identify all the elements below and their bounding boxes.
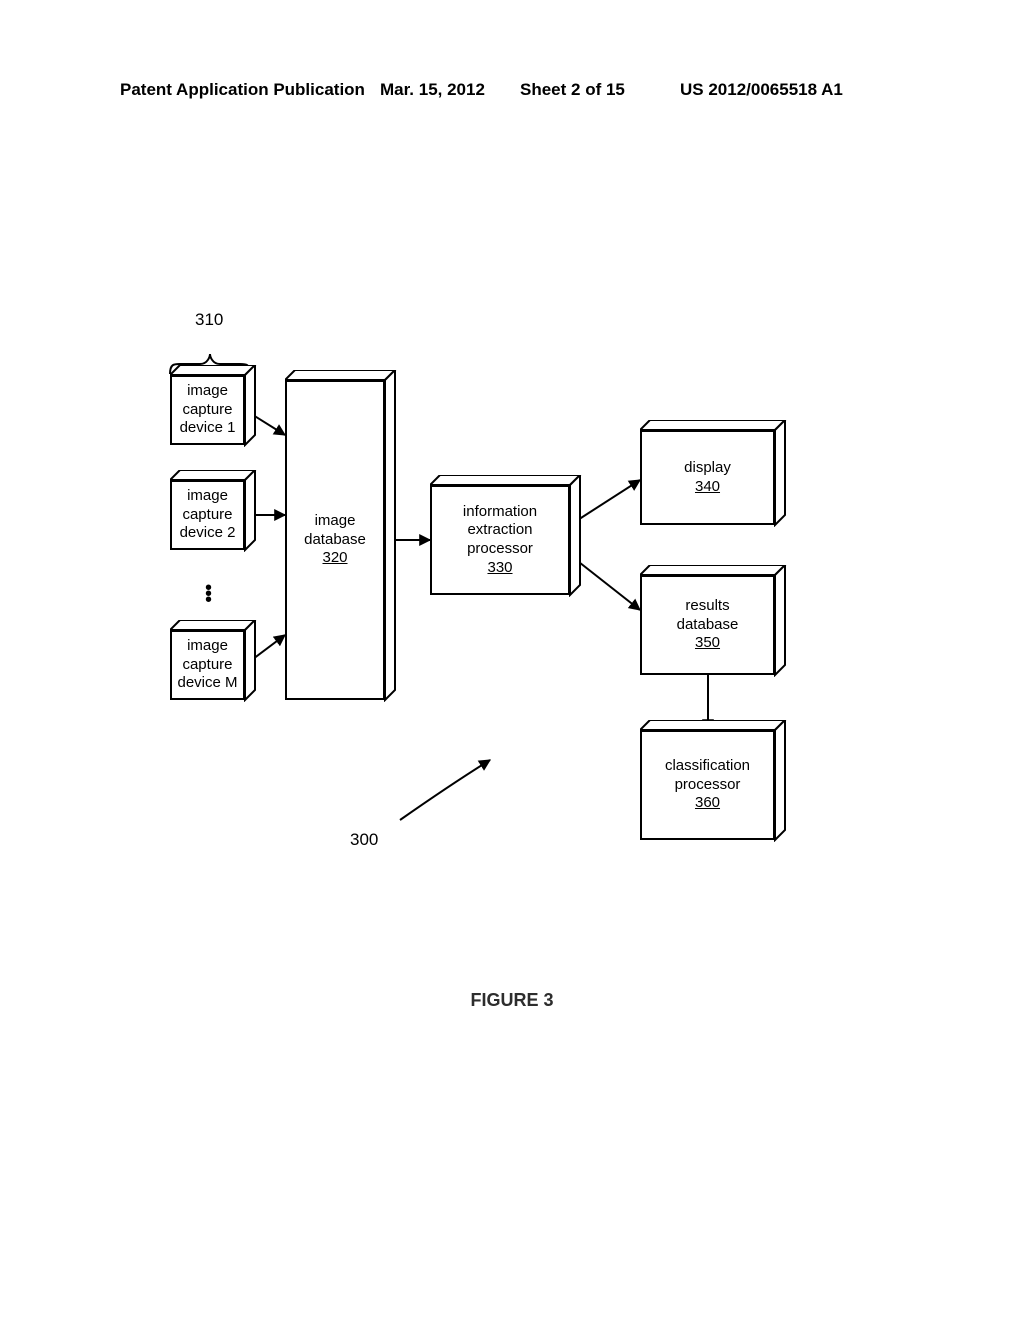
node-devM-front: imagecapturedevice M <box>170 630 245 700</box>
node-res: resultsdatabase350 <box>640 575 785 685</box>
refnum-320: 320 <box>322 549 347 568</box>
node-dev1-front: imagecapturedevice 1 <box>170 375 245 445</box>
header-number: US 2012/0065518 A1 <box>680 80 843 100</box>
node-res-front: resultsdatabase350 <box>640 575 775 675</box>
header-publication: Patent Application Publication <box>120 80 365 100</box>
figure-3-diagram: imagecapturedevice 1 imagecapturedevice 2… <box>150 300 870 950</box>
node-class: classificationprocessor360 <box>640 730 785 850</box>
ellipsis-devices: ••• <box>205 585 212 603</box>
label-300: 300 <box>350 830 378 850</box>
node-db: imagedatabase320 <box>285 380 395 710</box>
node-dev2-front: imagecapturedevice 2 <box>170 480 245 550</box>
node-devM: imagecapturedevice M <box>170 630 255 710</box>
refnum-350: 350 <box>695 634 720 653</box>
callout-arrow-300 <box>400 760 490 820</box>
figure-label: FIGURE 3 <box>0 990 1024 1011</box>
label-310: 310 <box>195 310 223 330</box>
node-proc-front: informationextractionprocessor330 <box>430 485 570 595</box>
node-disp: display340 <box>640 430 785 535</box>
node-dev1: imagecapturedevice 1 <box>170 375 255 455</box>
header-date: Mar. 15, 2012 <box>380 80 485 100</box>
refnum-340: 340 <box>695 478 720 497</box>
node-db-front: imagedatabase320 <box>285 380 385 700</box>
header-sheet: Sheet 2 of 15 <box>520 80 625 100</box>
node-class-front: classificationprocessor360 <box>640 730 775 840</box>
node-dev2: imagecapturedevice 2 <box>170 480 255 560</box>
node-disp-front: display340 <box>640 430 775 525</box>
node-proc: informationextractionprocessor330 <box>430 485 580 605</box>
refnum-330: 330 <box>487 559 512 578</box>
refnum-360: 360 <box>695 794 720 813</box>
